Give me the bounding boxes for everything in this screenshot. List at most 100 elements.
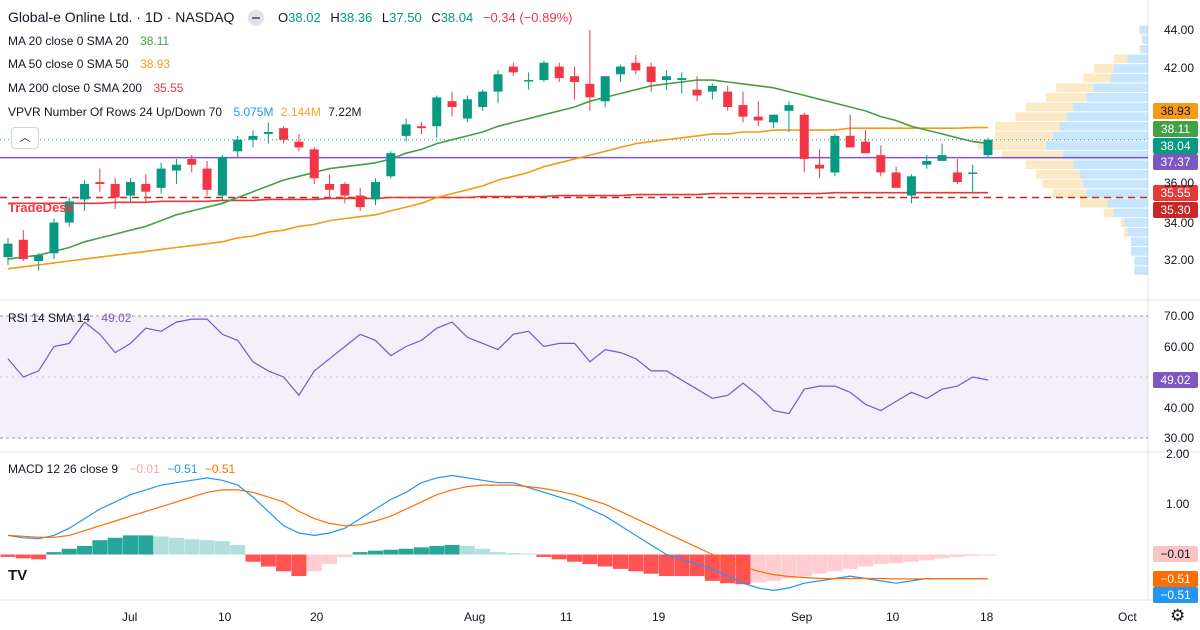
candle-body	[325, 184, 335, 190]
candle-body	[126, 182, 135, 196]
low-value: 37.50	[389, 10, 422, 25]
macd-histogram-bar	[429, 545, 445, 555]
rsi-tick: 60.00	[1164, 340, 1195, 354]
candle-body	[386, 153, 396, 177]
ma200-legend[interactable]: MA 200 close 0 SMA 200 35.55	[8, 81, 183, 95]
macd-histogram-bar	[812, 554, 828, 574]
candle-body	[248, 135, 258, 140]
vpvr-up-value: 5.075M	[233, 105, 274, 119]
candle-body	[110, 184, 120, 198]
candle-body	[876, 155, 886, 173]
macd-histogram-bar	[383, 549, 399, 555]
candle-body	[952, 172, 962, 183]
candle-body	[508, 66, 518, 73]
rsi-legend[interactable]: RSI 14 SMA 14 49.02	[8, 311, 131, 325]
macd-histogram-bar	[475, 548, 491, 555]
macd-histogram-bar	[858, 554, 873, 567]
rsi-line	[7, 318, 989, 415]
candle-body	[692, 89, 702, 96]
vpvr-up-bar	[1086, 189, 1148, 198]
ma50-legend[interactable]: MA 50 close 0 SMA 50 38.93	[8, 57, 170, 71]
macd-histogram-bar	[107, 537, 123, 555]
vpvr-down-bar	[978, 141, 1046, 150]
open-label: O	[278, 10, 289, 25]
tradingview-logo-icon[interactable]: TV	[8, 567, 28, 584]
vpvr-up-bar	[1046, 141, 1148, 150]
vpvr-down-bar	[1093, 64, 1114, 73]
candle-body	[416, 126, 426, 129]
vpvr-up-bar	[1114, 64, 1148, 73]
rsi-value: 49.02	[101, 311, 132, 325]
ma20-legend[interactable]: MA 20 close 0 SMA 20 38.11	[8, 34, 169, 48]
macd-histogram-bar	[46, 552, 62, 555]
candle-body	[845, 135, 855, 148]
candle-body	[49, 222, 59, 254]
macd-hist-value: −0.01	[129, 462, 160, 476]
macd-histogram-bar	[689, 554, 705, 577]
vpvr-up-bar	[1131, 247, 1148, 256]
vpvr-up-bar	[1073, 102, 1148, 112]
vpvr-up-bar	[1086, 93, 1148, 102]
symbol-title[interactable]: Global-e Online Ltd. · 1D · NASDAQ	[8, 9, 235, 25]
time-tick: Aug	[464, 610, 486, 624]
candle-body	[830, 135, 840, 173]
vpvr-down-bar	[1139, 44, 1142, 54]
macd-legend[interactable]: MACD 12 26 close 9 −0.01 −0.51 −0.51	[8, 462, 235, 476]
macd-histogram-bar	[214, 541, 230, 555]
rsi-band	[0, 316, 1148, 438]
vpvr-down-bar	[1052, 189, 1087, 198]
candle-body	[478, 91, 488, 107]
dashed-price-label: 35.30	[1153, 202, 1198, 218]
macd-histogram-bar	[444, 544, 460, 555]
candle-body	[937, 155, 947, 161]
candle-body	[661, 76, 671, 81]
macd-histogram-bar	[521, 553, 537, 555]
candle-body	[753, 116, 763, 121]
vpvr-up-bar	[1127, 227, 1148, 237]
change-value: −0.34 (−0.89%)	[482, 10, 573, 25]
candle-body	[570, 76, 580, 82]
candle-body	[616, 66, 625, 75]
vpvr-down-bar	[1025, 102, 1074, 112]
vpvr-up-bar	[1093, 83, 1148, 93]
hline-price-label: 37.37	[1153, 154, 1198, 170]
macd-histogram-bar	[873, 554, 889, 565]
eye-icon[interactable]	[248, 9, 265, 26]
macd-histogram-bar	[168, 537, 184, 555]
time-tick: 20	[310, 610, 324, 624]
vpvr-down-bar	[1103, 208, 1114, 218]
candle-body	[983, 139, 993, 156]
macd-histogram-bar	[980, 554, 996, 556]
macd-histogram-bar	[184, 539, 200, 555]
collapse-legend-button[interactable]: ︿	[11, 127, 39, 149]
high-value: 38.36	[339, 10, 373, 25]
candle-body	[891, 172, 901, 188]
ma50-price-label: 38.93	[1153, 103, 1198, 119]
vpvr-down-bar	[1120, 218, 1125, 227]
price-tick: 42.00	[1164, 61, 1195, 75]
candle-body	[968, 172, 978, 174]
macd-histogram-bar	[766, 554, 782, 581]
price-tick: 34.00	[1164, 216, 1195, 230]
macd-histogram-bar	[31, 554, 47, 560]
vpvr-down-bar	[1083, 73, 1111, 83]
macd-histogram-bar	[260, 554, 276, 567]
gear-icon[interactable]: ⚙	[1170, 606, 1186, 625]
candle-body	[233, 139, 243, 152]
candle-body	[600, 76, 610, 102]
candle-body	[171, 164, 181, 171]
ma20-line	[7, 79, 989, 260]
candle-body	[3, 243, 13, 258]
vpvr-up-bar	[1141, 44, 1148, 54]
macd-histogram-bar	[796, 554, 812, 577]
vpvr-legend[interactable]: VPVR Number Of Rows 24 Up/Down 70 5.075M…	[8, 105, 362, 119]
macd-signal-value: −0.51	[204, 462, 236, 476]
rsi-tick: 30.00	[1164, 431, 1195, 445]
macd-histogram-bar	[934, 554, 950, 559]
macd-histogram-bar	[245, 554, 261, 562]
time-tick: Oct	[1118, 610, 1137, 624]
symbol-header: Global-e Online Ltd. · 1D · NASDAQ O38.0…	[8, 9, 573, 27]
macd-histogram-bar	[413, 547, 429, 555]
candle-body	[769, 114, 779, 123]
vpvr-up-bar	[1066, 112, 1148, 121]
